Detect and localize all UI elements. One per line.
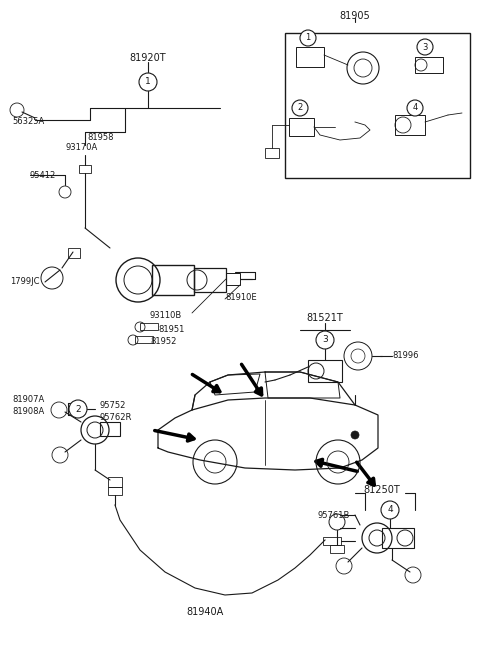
Text: 1: 1 bbox=[305, 33, 311, 43]
Text: 2: 2 bbox=[298, 103, 302, 113]
Bar bbox=[330, 545, 344, 553]
Circle shape bbox=[316, 331, 334, 349]
Bar bbox=[382, 528, 414, 548]
Text: 93170A: 93170A bbox=[65, 143, 97, 151]
Bar bbox=[108, 477, 122, 487]
Text: 81951: 81951 bbox=[158, 326, 184, 335]
Text: 81907A: 81907A bbox=[12, 396, 44, 405]
Bar bbox=[395, 115, 425, 135]
Text: 81250T: 81250T bbox=[364, 485, 400, 495]
Text: 81958: 81958 bbox=[87, 132, 113, 141]
Text: 81952: 81952 bbox=[150, 337, 176, 346]
Bar bbox=[296, 47, 324, 67]
Bar bbox=[140, 323, 158, 330]
Bar bbox=[108, 487, 122, 495]
Text: 1799JC: 1799JC bbox=[10, 278, 39, 286]
Text: 81910E: 81910E bbox=[225, 293, 257, 301]
Text: 3: 3 bbox=[322, 335, 328, 345]
Text: 95762R: 95762R bbox=[100, 413, 132, 422]
Text: 95761B: 95761B bbox=[318, 512, 350, 521]
Bar bbox=[226, 273, 240, 285]
Text: 81905: 81905 bbox=[340, 11, 371, 21]
Circle shape bbox=[139, 73, 157, 91]
Text: 81996: 81996 bbox=[392, 350, 419, 360]
Text: 3: 3 bbox=[422, 43, 428, 52]
Text: 2: 2 bbox=[75, 405, 81, 413]
Text: 81521T: 81521T bbox=[307, 313, 343, 323]
Bar bbox=[68, 248, 80, 258]
Text: 81940A: 81940A bbox=[186, 607, 224, 617]
Circle shape bbox=[292, 100, 308, 116]
Bar bbox=[323, 537, 341, 545]
Text: 95412: 95412 bbox=[30, 170, 56, 179]
Bar bbox=[79, 165, 91, 173]
Bar bbox=[194, 268, 226, 292]
Circle shape bbox=[300, 30, 316, 46]
Text: 4: 4 bbox=[412, 103, 418, 113]
Bar bbox=[285, 33, 470, 178]
Text: 81908A: 81908A bbox=[12, 407, 44, 417]
Circle shape bbox=[417, 39, 433, 55]
Text: 56325A: 56325A bbox=[12, 117, 44, 126]
Text: 93110B: 93110B bbox=[150, 310, 182, 320]
Circle shape bbox=[351, 431, 359, 439]
Circle shape bbox=[407, 100, 423, 116]
Bar bbox=[135, 336, 153, 343]
Bar bbox=[308, 360, 342, 382]
Bar bbox=[100, 422, 120, 436]
Circle shape bbox=[69, 400, 87, 418]
Text: 4: 4 bbox=[387, 506, 393, 514]
Text: 81920T: 81920T bbox=[130, 53, 166, 63]
Text: 1: 1 bbox=[145, 77, 151, 86]
Text: 95752: 95752 bbox=[100, 400, 126, 409]
Bar bbox=[415, 57, 443, 73]
Bar bbox=[265, 148, 279, 158]
Bar bbox=[289, 118, 314, 136]
Circle shape bbox=[381, 501, 399, 519]
Bar bbox=[152, 265, 194, 295]
